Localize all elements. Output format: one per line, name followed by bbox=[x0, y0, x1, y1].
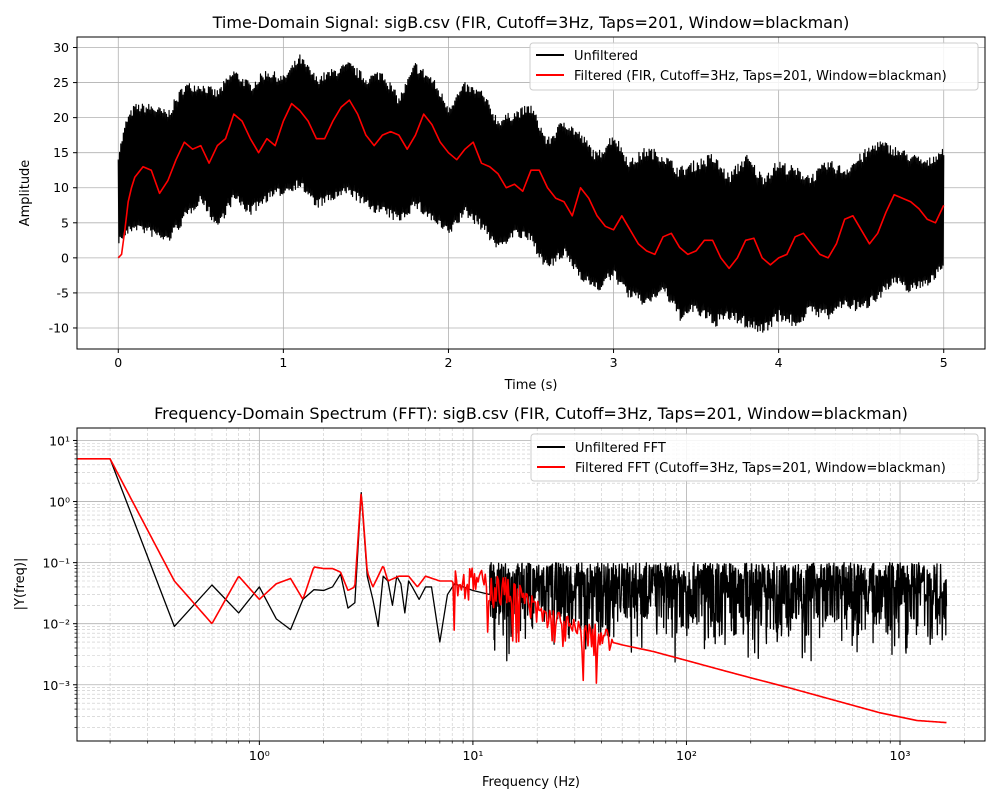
frequency-domain-title: Frequency-Domain Spectrum (FFT): sigB.cs… bbox=[154, 404, 908, 423]
time-xtick-label: 0 bbox=[114, 355, 122, 370]
time-domain-legend-box bbox=[529, 42, 979, 91]
time-ytick-label: 5 bbox=[61, 215, 69, 230]
freq-ytick-label: 10⁰ bbox=[49, 495, 70, 510]
legend-label-unfiltered: Unfiltered bbox=[574, 49, 638, 64]
frequency-domain-axes: Frequency-Domain Spectrum (FFT): sigB.cs… bbox=[13, 404, 986, 790]
freq-xtick-label: 10⁰ bbox=[249, 748, 270, 763]
time-ytick-label: 20 bbox=[53, 110, 69, 125]
filtered-signal-line bbox=[117, 99, 945, 270]
time-ytick-label: 25 bbox=[53, 75, 69, 90]
time-domain-plot-area bbox=[117, 54, 945, 333]
time-xtick-label: 1 bbox=[279, 355, 287, 370]
frequency-domain-plot-area bbox=[77, 458, 948, 724]
time-domain-axes: Time-Domain Signal: sigB.csv (FIR, Cutof… bbox=[18, 13, 986, 393]
time-ytick-label: 10 bbox=[53, 180, 69, 195]
time-ytick-label: 15 bbox=[53, 145, 69, 160]
freq-ytick-label: 10¹ bbox=[49, 433, 70, 448]
frequency-domain-legend-box bbox=[530, 433, 979, 482]
legend-label-filtered: Filtered (FIR, Cutoff=3Hz, Taps=201, Win… bbox=[574, 69, 947, 84]
unfiltered-signal-line bbox=[117, 54, 945, 333]
frequency-domain-ticks: 10⁰ 10¹ 10² 10³ 10⁻³ 10⁻² 10⁻¹ 10⁰ 10¹ bbox=[42, 433, 965, 763]
freq-ytick-label: 10⁻¹ bbox=[42, 556, 70, 571]
time-xtick-label: 3 bbox=[610, 355, 618, 370]
time-domain-xlabel: Time (s) bbox=[504, 378, 558, 393]
time-domain-ticks: 0 1 2 3 4 5 -10 -5 0 5 10 15 20 25 30 bbox=[49, 40, 948, 370]
freq-ytick-label: 10⁻² bbox=[42, 617, 70, 632]
unfiltered-fft-line bbox=[77, 458, 948, 663]
frequency-domain-legend: Unfiltered FFT Filtered FFT (Cutoff=3Hz,… bbox=[530, 433, 979, 482]
time-xtick-label: 4 bbox=[775, 355, 783, 370]
frequency-domain-xlabel: Frequency (Hz) bbox=[482, 775, 580, 790]
freq-xtick-label: 10¹ bbox=[462, 748, 483, 763]
legend-label-filtered-fft: Filtered FFT (Cutoff=3Hz, Taps=201, Wind… bbox=[575, 461, 946, 476]
time-domain-title: Time-Domain Signal: sigB.csv (FIR, Cutof… bbox=[212, 13, 850, 32]
frequency-domain-frame bbox=[76, 427, 986, 742]
time-ytick-label: -10 bbox=[49, 320, 69, 335]
time-ytick-label: 0 bbox=[61, 250, 69, 265]
time-xtick-label: 2 bbox=[444, 355, 452, 370]
filtered-fft-line bbox=[77, 458, 947, 724]
time-ytick-label: 30 bbox=[53, 40, 69, 55]
freq-xtick-label: 10³ bbox=[890, 748, 911, 763]
time-ytick-label: -5 bbox=[57, 285, 69, 300]
time-domain-frame bbox=[76, 36, 986, 350]
freq-ytick-label: 10⁻³ bbox=[42, 678, 70, 693]
time-domain-legend: Unfiltered Filtered (FIR, Cutoff=3Hz, Ta… bbox=[529, 42, 979, 91]
time-xtick-label: 5 bbox=[940, 355, 948, 370]
time-domain-ylabel: Amplitude bbox=[18, 160, 33, 227]
frequency-domain-ylabel: |Y(freq)| bbox=[13, 558, 28, 611]
freq-xtick-label: 10² bbox=[676, 748, 697, 763]
legend-label-unfiltered-fft: Unfiltered FFT bbox=[575, 441, 666, 456]
